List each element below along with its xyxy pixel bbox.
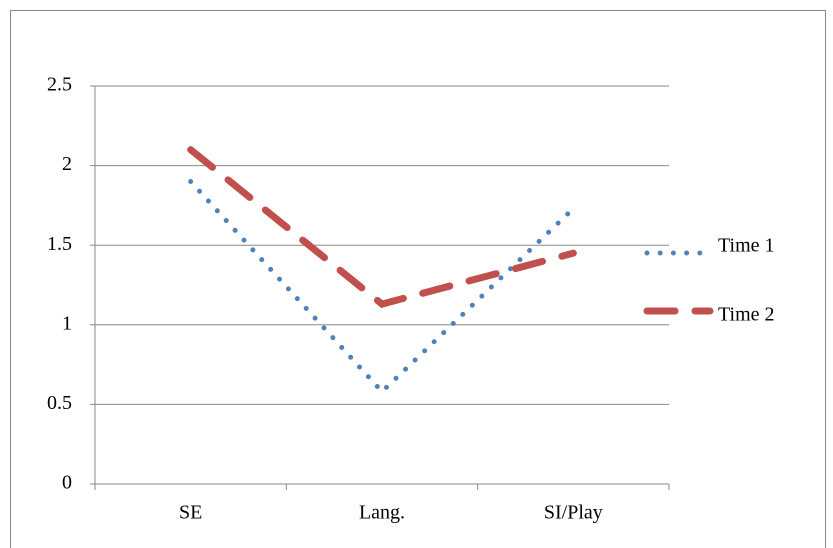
- x-tick-label: SE: [179, 502, 202, 524]
- y-tick-label: 0: [62, 472, 72, 494]
- series-line: [188, 179, 576, 396]
- x-tick-label: SI/Play: [544, 502, 603, 524]
- legend-label: Time 2: [718, 304, 775, 326]
- y-tick-label: 1.5: [47, 233, 72, 255]
- chart-frame: [10, 10, 826, 548]
- series-line: [187, 146, 577, 308]
- y-tick-label: 0.5: [47, 392, 72, 414]
- y-tick-label: 1: [62, 312, 72, 334]
- legend-label: Time 1: [718, 235, 775, 257]
- x-tick-label: Lang.: [359, 502, 405, 524]
- y-tick-label: 2.5: [47, 74, 72, 96]
- y-tick-label: 2: [62, 153, 72, 175]
